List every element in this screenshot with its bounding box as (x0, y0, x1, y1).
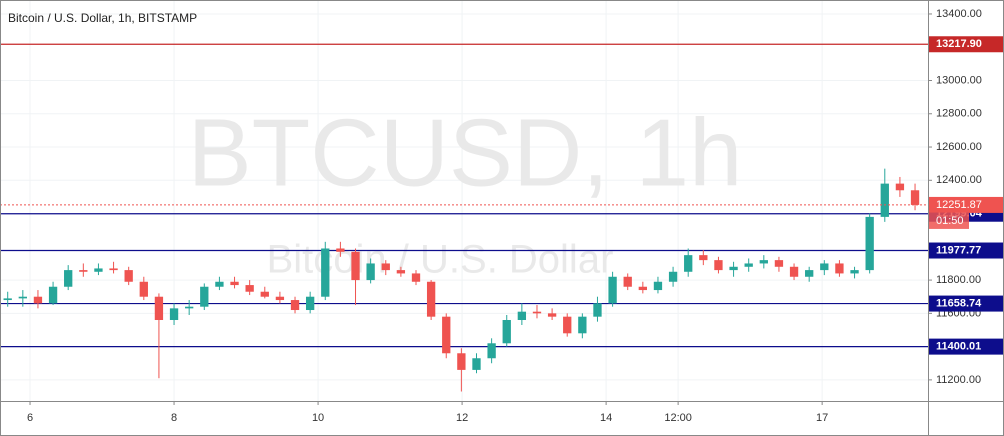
candle-body (729, 266, 738, 271)
level-label: 11400.01 (936, 341, 981, 353)
candle-body (880, 183, 889, 217)
level-label: 13217.90 (936, 38, 982, 50)
level-label-box (929, 36, 1003, 53)
x-tick-label: 14 (600, 412, 612, 424)
countdown-label: 01:50 (936, 215, 964, 227)
candle-body (411, 273, 421, 282)
candle-body (472, 358, 481, 370)
candle-body (563, 316, 572, 334)
x-tick-label: 17 (816, 412, 828, 424)
y-tick-label: 13400.00 (936, 8, 982, 20)
candle-body (321, 248, 330, 297)
candle-body (185, 306, 194, 309)
candle-body (169, 308, 179, 321)
candle-body (714, 260, 723, 271)
last-price-label: 12251.87 (936, 199, 982, 211)
candle-body (774, 260, 784, 267)
candle-body (290, 300, 300, 311)
x-tick-label: 10 (312, 412, 324, 424)
candle-body (305, 296, 315, 311)
candle-body (487, 343, 496, 359)
grid (0, 0, 928, 401)
candle-body (502, 320, 511, 344)
level-label-box (929, 338, 1003, 355)
candle-body (895, 183, 905, 191)
y-tick-label: 12400.00 (936, 174, 982, 186)
candle-body (442, 316, 451, 354)
candle-body (759, 260, 768, 264)
candle-body (245, 285, 254, 292)
x-tick-label: 8 (171, 412, 177, 424)
countdown-box (929, 212, 969, 229)
candle-body (820, 263, 829, 271)
candle-body (64, 270, 73, 287)
candle-body (532, 311, 542, 314)
candle-body (547, 313, 557, 317)
candle-body (593, 303, 602, 317)
x-tick-label: 12 (456, 412, 468, 424)
candle-body (457, 353, 466, 370)
candle-body (351, 251, 360, 281)
y-tick-label: 12800.00 (936, 108, 982, 120)
candle-body (275, 296, 285, 301)
candle-body (699, 255, 708, 261)
x-tick-label: 12:00 (664, 412, 692, 424)
level-label-box (929, 295, 1003, 312)
candle-body (215, 281, 224, 287)
candle-body (33, 296, 43, 304)
axes: 13400.00 13000.00 12800.00 12600.00 12400.00… (27, 8, 1003, 424)
candle-body (789, 266, 799, 277)
plot (0, 43, 928, 392)
chart-title: Bitcoin / U.S. Dollar, 1h, BITSTAMP (8, 11, 197, 25)
candle-body (608, 276, 617, 304)
candle-body (653, 281, 663, 291)
candle-body (48, 286, 58, 304)
level-label-box (929, 242, 1003, 259)
candle-body (850, 270, 859, 274)
level-label: 11977.77 (936, 244, 981, 256)
candle-body (744, 263, 753, 267)
candle-body (109, 268, 118, 271)
candle-body (684, 255, 693, 272)
candle-body (124, 270, 133, 282)
y-tick-label: 11800.00 (936, 274, 981, 286)
candle-body (623, 276, 632, 287)
candle-body (94, 268, 103, 272)
candle-body (865, 216, 874, 271)
x-tick-label: 6 (27, 412, 33, 424)
candle-body (668, 271, 678, 282)
candle-body (578, 316, 587, 334)
candle-body (18, 296, 27, 299)
y-tick-label: 13000.00 (936, 74, 982, 86)
candle-body (517, 311, 527, 321)
last-price-box (929, 196, 1003, 213)
candle-body (3, 298, 12, 301)
candle-body (381, 263, 390, 271)
candle-body (396, 270, 406, 274)
candle-body (805, 270, 814, 277)
candle-body (79, 270, 88, 272)
candle-body (154, 296, 164, 321)
candle-body (230, 281, 239, 286)
candle-body (139, 281, 148, 297)
candle-body (426, 281, 436, 317)
y-tick-label: 12600.00 (936, 141, 982, 153)
watermark-description: Bitcoin / U.S. Dollar (267, 238, 614, 282)
candle-body (200, 286, 209, 307)
candle-body (835, 263, 844, 274)
candle-body (638, 286, 647, 291)
candle-body (366, 263, 375, 281)
candle-body (336, 248, 345, 252)
level-label: 11658.74 (936, 297, 982, 309)
candle-body (910, 190, 920, 205)
candle-body (260, 291, 269, 297)
y-tick-label: 11200.00 (936, 374, 981, 386)
watermark-symbol: BTCUSD, 1h (188, 99, 743, 206)
